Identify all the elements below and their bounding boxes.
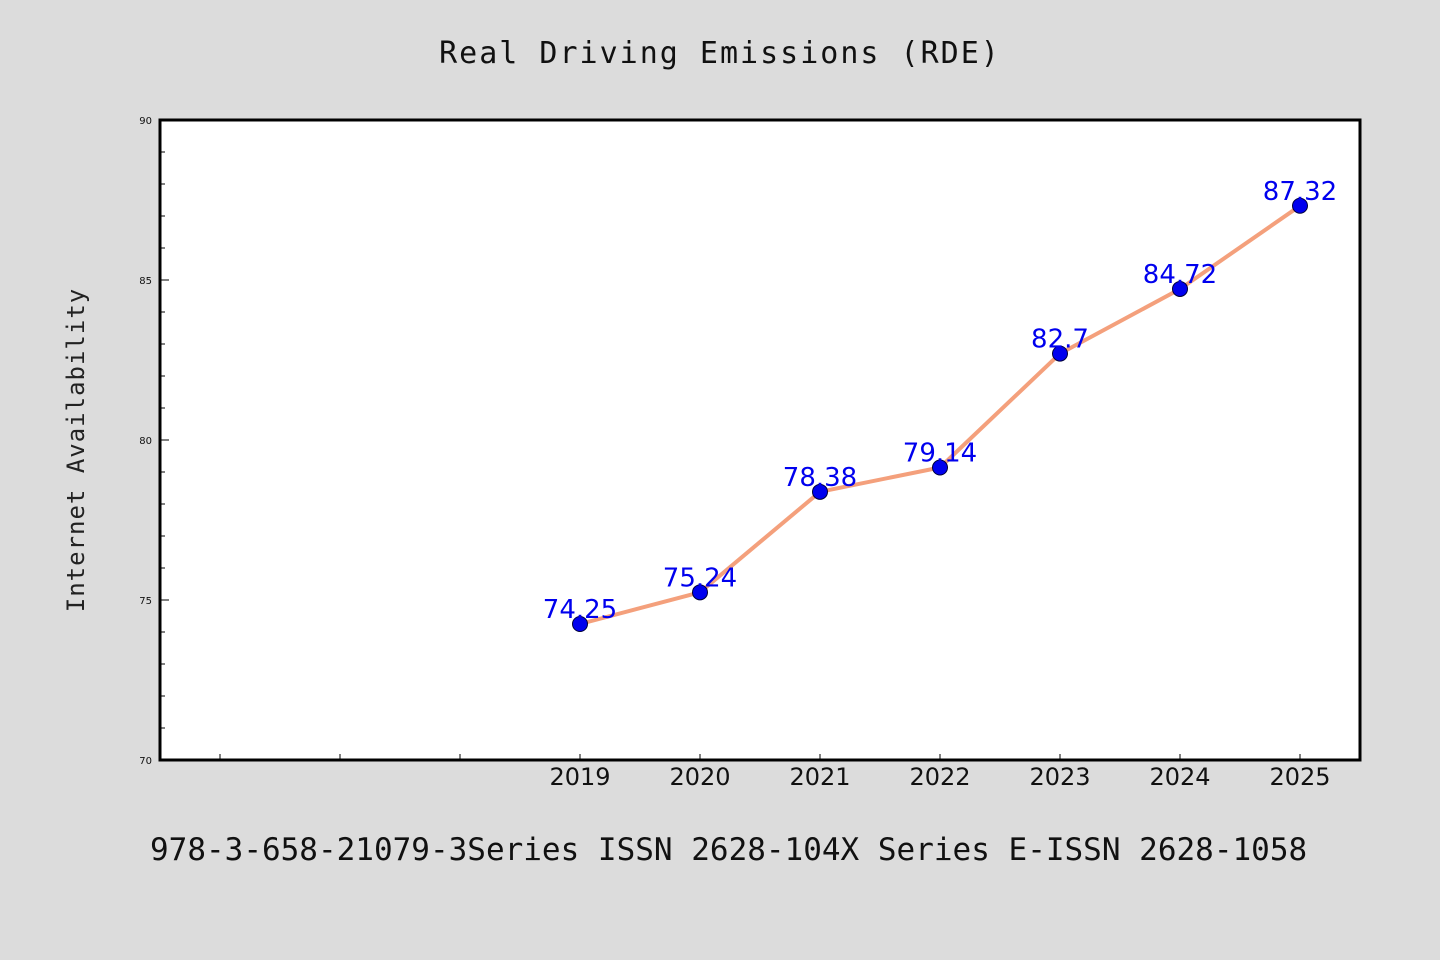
y-tick-label: 85: [139, 276, 152, 287]
data-label: 84.72: [1143, 260, 1217, 290]
data-point: [812, 483, 828, 500]
x-tick-label: 2022: [909, 763, 970, 791]
x-tick-label: 2023: [1029, 763, 1090, 791]
x-tick-label: 2020: [669, 763, 730, 791]
data-label: 79.14: [903, 439, 977, 469]
y-tick-label: 70: [139, 756, 152, 767]
y-tick-label: 90: [139, 116, 152, 127]
data-point: [1172, 280, 1188, 297]
chart-title: Real Driving Emissions (RDE): [439, 36, 1001, 71]
data-point: [1052, 345, 1068, 362]
y-tick-label: 80: [139, 436, 152, 447]
x-tick-label: 2019: [549, 763, 610, 791]
data-label: 82.7: [1031, 325, 1089, 355]
data-point: [572, 616, 588, 632]
y-tick-label: 75: [139, 596, 152, 607]
x-tick-label: 2025: [1269, 763, 1330, 791]
footer-isbn-text: 978-3-658-21079-3Series ISSN 2628-104X S…: [150, 832, 1308, 868]
x-tick-label: 2024: [1149, 763, 1210, 791]
plot-area: [158, 118, 1362, 762]
data-labels: 74.25 75.24 78.38 79.14 82.7 84.72 87.32: [543, 177, 1337, 625]
data-label: 87.32: [1263, 177, 1337, 207]
data-label: 75.24: [663, 563, 737, 593]
data-label: 74.25: [543, 595, 617, 625]
data-point: [692, 584, 708, 601]
data-label: 78.38: [783, 463, 857, 493]
y-axis: 70 75 80 85 90: [139, 116, 169, 767]
data-point: [1292, 197, 1308, 214]
x-axis: 2019 2020 2021 2022 2023 2024 2025: [219, 754, 1331, 791]
series-group: [572, 197, 1308, 632]
data-point: [932, 459, 948, 476]
x-tick-label: 2021: [789, 763, 850, 791]
